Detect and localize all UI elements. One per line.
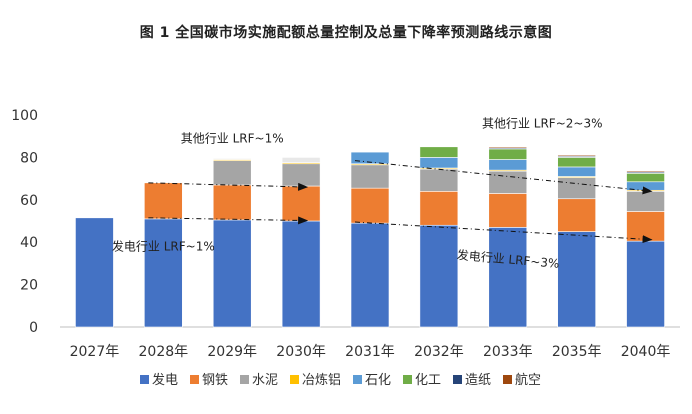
legend-label: 冶炼铝 [302, 373, 341, 388]
bar-segment [488, 148, 528, 160]
x-tick-label: 2029年 [207, 344, 257, 360]
lrf-annotation: 其他行业 LRF~2~3% [482, 117, 603, 131]
trend-arrow-power [148, 216, 309, 225]
y-tick-label: 80 [20, 150, 38, 166]
bar-segment [419, 168, 459, 192]
bar-segment [626, 170, 665, 173]
bar-segment [557, 177, 596, 200]
legend-swatch [353, 375, 362, 384]
bar-segment [557, 157, 596, 168]
bar-segment [626, 211, 665, 242]
legend-swatch [453, 375, 462, 384]
bar-segment [281, 163, 321, 187]
legend-swatch [190, 375, 199, 384]
bar-segment [144, 182, 183, 220]
legend-label: 石化 [365, 373, 391, 388]
bar-segment [350, 187, 390, 224]
bar-segment-faded [212, 158, 252, 160]
bar-segment [557, 198, 596, 232]
bar-segment-faded [281, 157, 321, 163]
legend-label: 水泥 [252, 373, 278, 388]
legend-swatch [240, 375, 249, 384]
y-tick-label: 40 [20, 235, 38, 251]
trend-arrow-power [354, 221, 653, 244]
bar-segment [281, 220, 321, 328]
x-tick-label: 2030年 [276, 344, 326, 360]
bar-segment [488, 159, 528, 171]
chart-title: 图 1 全国碳市场实施配额总量控制及总量下降率预测路线示意图 [139, 25, 553, 41]
bar-segment [212, 184, 252, 221]
bar-segment [419, 224, 459, 328]
bar-segment [419, 146, 459, 158]
bar-segment [488, 193, 528, 228]
legend-swatch [290, 375, 299, 384]
x-tick-label: 2033年 [483, 344, 533, 360]
legend-label: 发电 [152, 372, 178, 388]
legend-swatch [403, 375, 412, 384]
legend-label: 钢铁 [202, 373, 228, 388]
x-tick-label: 2035年 [552, 344, 602, 360]
bar-segment [557, 166, 596, 177]
y-tick-label: 20 [20, 278, 38, 294]
bar-segment [488, 227, 528, 328]
x-tick-label: 2028年 [139, 344, 189, 360]
legend-swatch [140, 375, 149, 384]
legend-swatch [503, 375, 512, 384]
x-tick-label: 2040年 [621, 344, 671, 360]
trend-arrow-others [354, 160, 653, 195]
trend-arrow-others [148, 182, 309, 191]
bar-segment [281, 185, 321, 222]
y-tick-label: 0 [29, 320, 38, 336]
bar-segment [626, 173, 665, 183]
bar-segment [144, 218, 183, 328]
bar-segment [350, 222, 390, 328]
legend-label: 造纸 [465, 373, 491, 388]
bar-segment [488, 170, 528, 194]
bar-segment [212, 160, 252, 186]
bar-segment [350, 151, 390, 165]
bar-segment [557, 231, 596, 328]
bar-segment [557, 154, 596, 157]
x-tick-label: 2027年 [70, 344, 120, 360]
x-tick-label: 2031年 [345, 344, 395, 360]
lrf-annotation: 其他行业 LRF~1% [181, 132, 284, 146]
bar-segment [626, 240, 665, 328]
bar-segment [419, 191, 459, 226]
bar-segment [626, 191, 665, 212]
legend-label: 航空 [515, 372, 541, 388]
bar-segment [419, 157, 459, 169]
bar-segment [488, 146, 528, 149]
bar-segment [212, 219, 252, 328]
y-tick-label: 100 [11, 108, 38, 124]
x-tick-label: 2032年 [414, 344, 464, 360]
y-tick-label: 60 [20, 193, 38, 209]
bar-segment [75, 217, 114, 328]
lrf-annotation: 发电行业 LRF~1% [112, 239, 215, 254]
legend-label: 化工 [415, 373, 441, 388]
bar-segment [350, 164, 390, 189]
